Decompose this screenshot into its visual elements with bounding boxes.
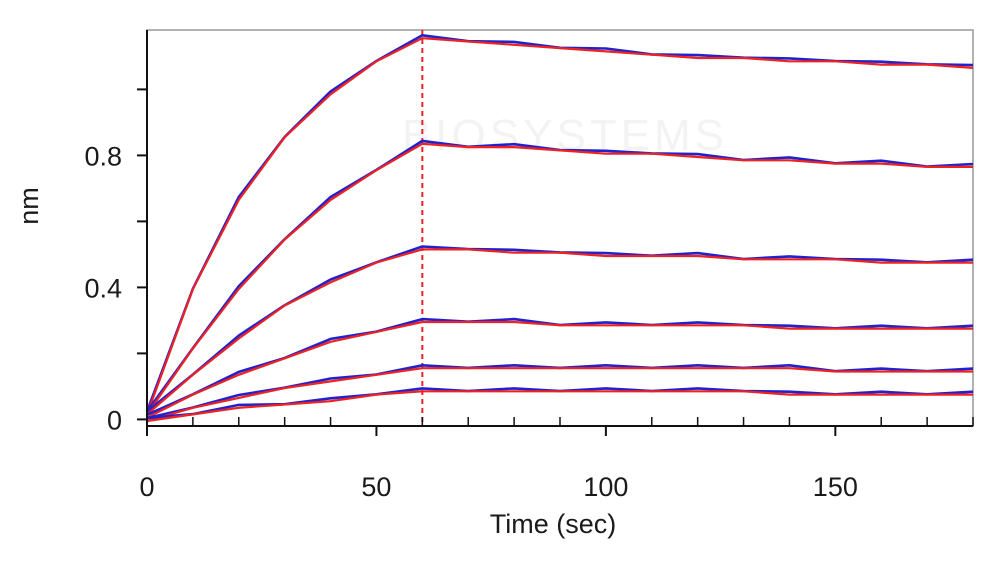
fit-curve-5 [146, 367, 973, 423]
y-tick-label: 0.8 [84, 141, 122, 171]
fit-curve-2 [146, 142, 973, 416]
x-axis-title: Time (sec) [490, 509, 617, 539]
x-tick-label: 150 [813, 472, 858, 502]
fit-curve-4 [146, 320, 973, 419]
measured-curve-6 [146, 387, 974, 420]
measured-curve-1 [145, 33, 974, 412]
y-tick-label: 0.4 [84, 273, 122, 303]
x-tick-label: 50 [361, 472, 391, 502]
y-axis-title: nm [14, 187, 44, 225]
x-tick-label: 100 [583, 472, 628, 502]
fit-curve-3 [146, 248, 973, 416]
fit-curve-1 [145, 37, 974, 415]
y-tick-label: 0 [107, 405, 122, 435]
fit-curve-6 [146, 390, 973, 423]
watermark-text: BIOSYSTEMS [402, 111, 728, 160]
axis-ticks: 0 50 100 150 0 0.4 0.8 [84, 88, 974, 502]
plot-marks [145, 30, 974, 426]
x-tick-label: 0 [139, 472, 154, 502]
